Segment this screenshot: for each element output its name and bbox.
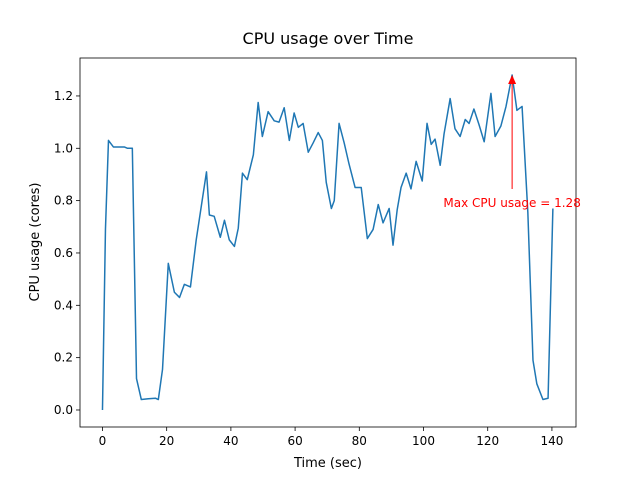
y-tick-label: 1.0 [54,141,73,155]
plot-frame [79,57,577,428]
annotation-arrowhead [508,75,517,85]
y-tick-label: 0.8 [54,194,73,208]
x-tick-label: 60 [287,434,302,448]
y-tick-label: 0.2 [54,351,73,365]
y-tick-label: 1.2 [54,89,73,103]
x-tick-label: 120 [476,434,499,448]
x-tick-label: 0 [99,434,107,448]
y-tick-label: 0.0 [54,403,73,417]
y-axis-label: CPU usage (cores) [28,183,43,302]
x-tick-label: 140 [540,434,563,448]
y-tick-label: 0.6 [54,246,73,260]
y-tick-label: 0.4 [54,298,73,312]
annotation-text: Max CPU usage = 1.28 [443,196,580,210]
x-tick-label: 80 [352,434,367,448]
x-tick-label: 40 [223,434,238,448]
x-tick-label: 20 [159,434,174,448]
x-tick-label: 100 [412,434,435,448]
data-line [101,74,554,411]
x-axis-label: Time (sec) [293,456,362,471]
chart-title: CPU usage over Time [243,29,414,48]
